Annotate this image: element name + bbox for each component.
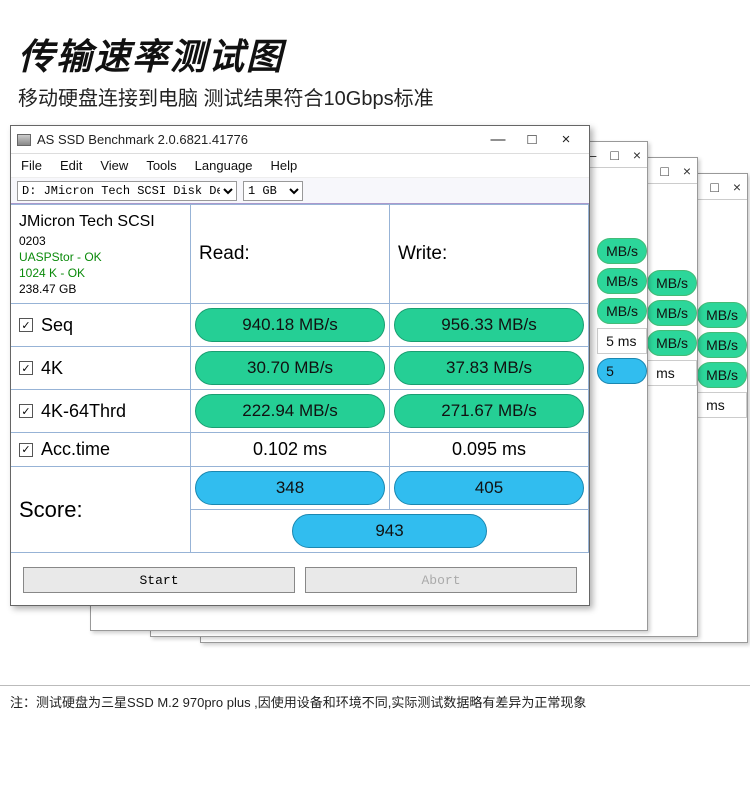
- ghost-pill: MB/s: [647, 330, 697, 356]
- score-total: 943: [292, 514, 487, 548]
- device-select[interactable]: D: JMicron Tech SCSI Disk Device: [17, 181, 237, 201]
- checkbox-acc[interactable]: ✓: [19, 443, 33, 457]
- score-label: Score:: [11, 467, 191, 553]
- abort-button[interactable]: Abort: [305, 567, 577, 593]
- window-stack: —□× MB/s MB/s MB/s ms —□× MB/s MB/s MB/s…: [0, 125, 750, 685]
- score-read: 348: [195, 471, 385, 505]
- start-button[interactable]: Start: [23, 567, 295, 593]
- app-icon: [17, 134, 31, 146]
- ghost-pill: MB/s: [597, 268, 647, 294]
- menu-view[interactable]: View: [100, 158, 128, 173]
- row-4k64-label: ✓4K-64Thrd: [11, 390, 191, 433]
- checkbox-4k64[interactable]: ✓: [19, 404, 33, 418]
- checkbox-4k[interactable]: ✓: [19, 361, 33, 375]
- window-title: AS SSD Benchmark 2.0.6821.41776: [37, 132, 248, 147]
- maximize-icon: □: [710, 179, 718, 195]
- ghost-pill: MB/s: [647, 300, 697, 326]
- menu-edit[interactable]: Edit: [60, 158, 82, 173]
- ghost-pill: MB/s: [697, 332, 747, 358]
- 4k64-read: 222.94 MB/s: [195, 394, 385, 428]
- 4k64-write: 271.67 MB/s: [394, 394, 584, 428]
- menu-tools[interactable]: Tools: [146, 158, 176, 173]
- seq-read: 940.18 MB/s: [195, 308, 385, 342]
- selector-row: D: JMicron Tech SCSI Disk Device 1 GB: [11, 178, 589, 204]
- menu-language[interactable]: Language: [195, 158, 253, 173]
- device-info: JMicron Tech SCSI 0203 UASPStor - OK 102…: [11, 205, 191, 304]
- close-icon: ×: [733, 179, 741, 195]
- benchmark-window: AS SSD Benchmark 2.0.6821.41776 — □ × Fi…: [10, 125, 590, 606]
- row-seq-label: ✓Seq: [11, 304, 191, 347]
- ghost-pill: ms: [647, 360, 697, 386]
- ghost-pill: MB/s: [597, 298, 647, 324]
- checkbox-seq[interactable]: ✓: [19, 318, 33, 332]
- ghost-pill: MB/s: [647, 270, 697, 296]
- titlebar[interactable]: AS SSD Benchmark 2.0.6821.41776 — □ ×: [11, 126, 589, 154]
- acc-write: 0.095 ms: [394, 439, 584, 460]
- minimize-button[interactable]: —: [481, 131, 515, 148]
- maximize-icon: □: [610, 147, 618, 163]
- ghost-pill: 5 ms: [597, 328, 647, 354]
- row-acc-label: ✓Acc.time: [11, 433, 191, 467]
- 4k-write: 37.83 MB/s: [394, 351, 584, 385]
- score-write: 405: [394, 471, 584, 505]
- ghost-pill: MB/s: [597, 238, 647, 264]
- ghost-pill: MB/s: [697, 362, 747, 388]
- menu-file[interactable]: File: [21, 158, 42, 173]
- menubar: File Edit View Tools Language Help: [11, 154, 589, 178]
- maximize-icon: □: [660, 163, 668, 179]
- page-title: 传输速率测试图: [18, 28, 732, 80]
- page-subtitle: 移动硬盘连接到电脑 测试结果符合10Gbps标准: [18, 82, 732, 111]
- results-grid: JMicron Tech SCSI 0203 UASPStor - OK 102…: [11, 204, 589, 553]
- maximize-button[interactable]: □: [515, 131, 549, 148]
- footnote: 注：测试硬盘为三星SSD M.2 970pro plus ,因使用设备和环境不同…: [0, 685, 750, 727]
- ghost-pill: ms: [697, 392, 747, 418]
- row-4k-label: ✓4K: [11, 347, 191, 390]
- close-button[interactable]: ×: [549, 131, 583, 148]
- header-write: Write:: [390, 205, 589, 304]
- ghost-pill: MB/s: [697, 302, 747, 328]
- menu-help[interactable]: Help: [271, 158, 298, 173]
- size-select[interactable]: 1 GB: [243, 181, 303, 201]
- 4k-read: 30.70 MB/s: [195, 351, 385, 385]
- seq-write: 956.33 MB/s: [394, 308, 584, 342]
- close-icon: ×: [683, 163, 691, 179]
- button-row: Start Abort: [11, 553, 589, 605]
- close-icon: ×: [633, 147, 641, 163]
- ghost-pill: 5: [597, 358, 647, 384]
- acc-read: 0.102 ms: [195, 439, 385, 460]
- header-read: Read:: [191, 205, 390, 304]
